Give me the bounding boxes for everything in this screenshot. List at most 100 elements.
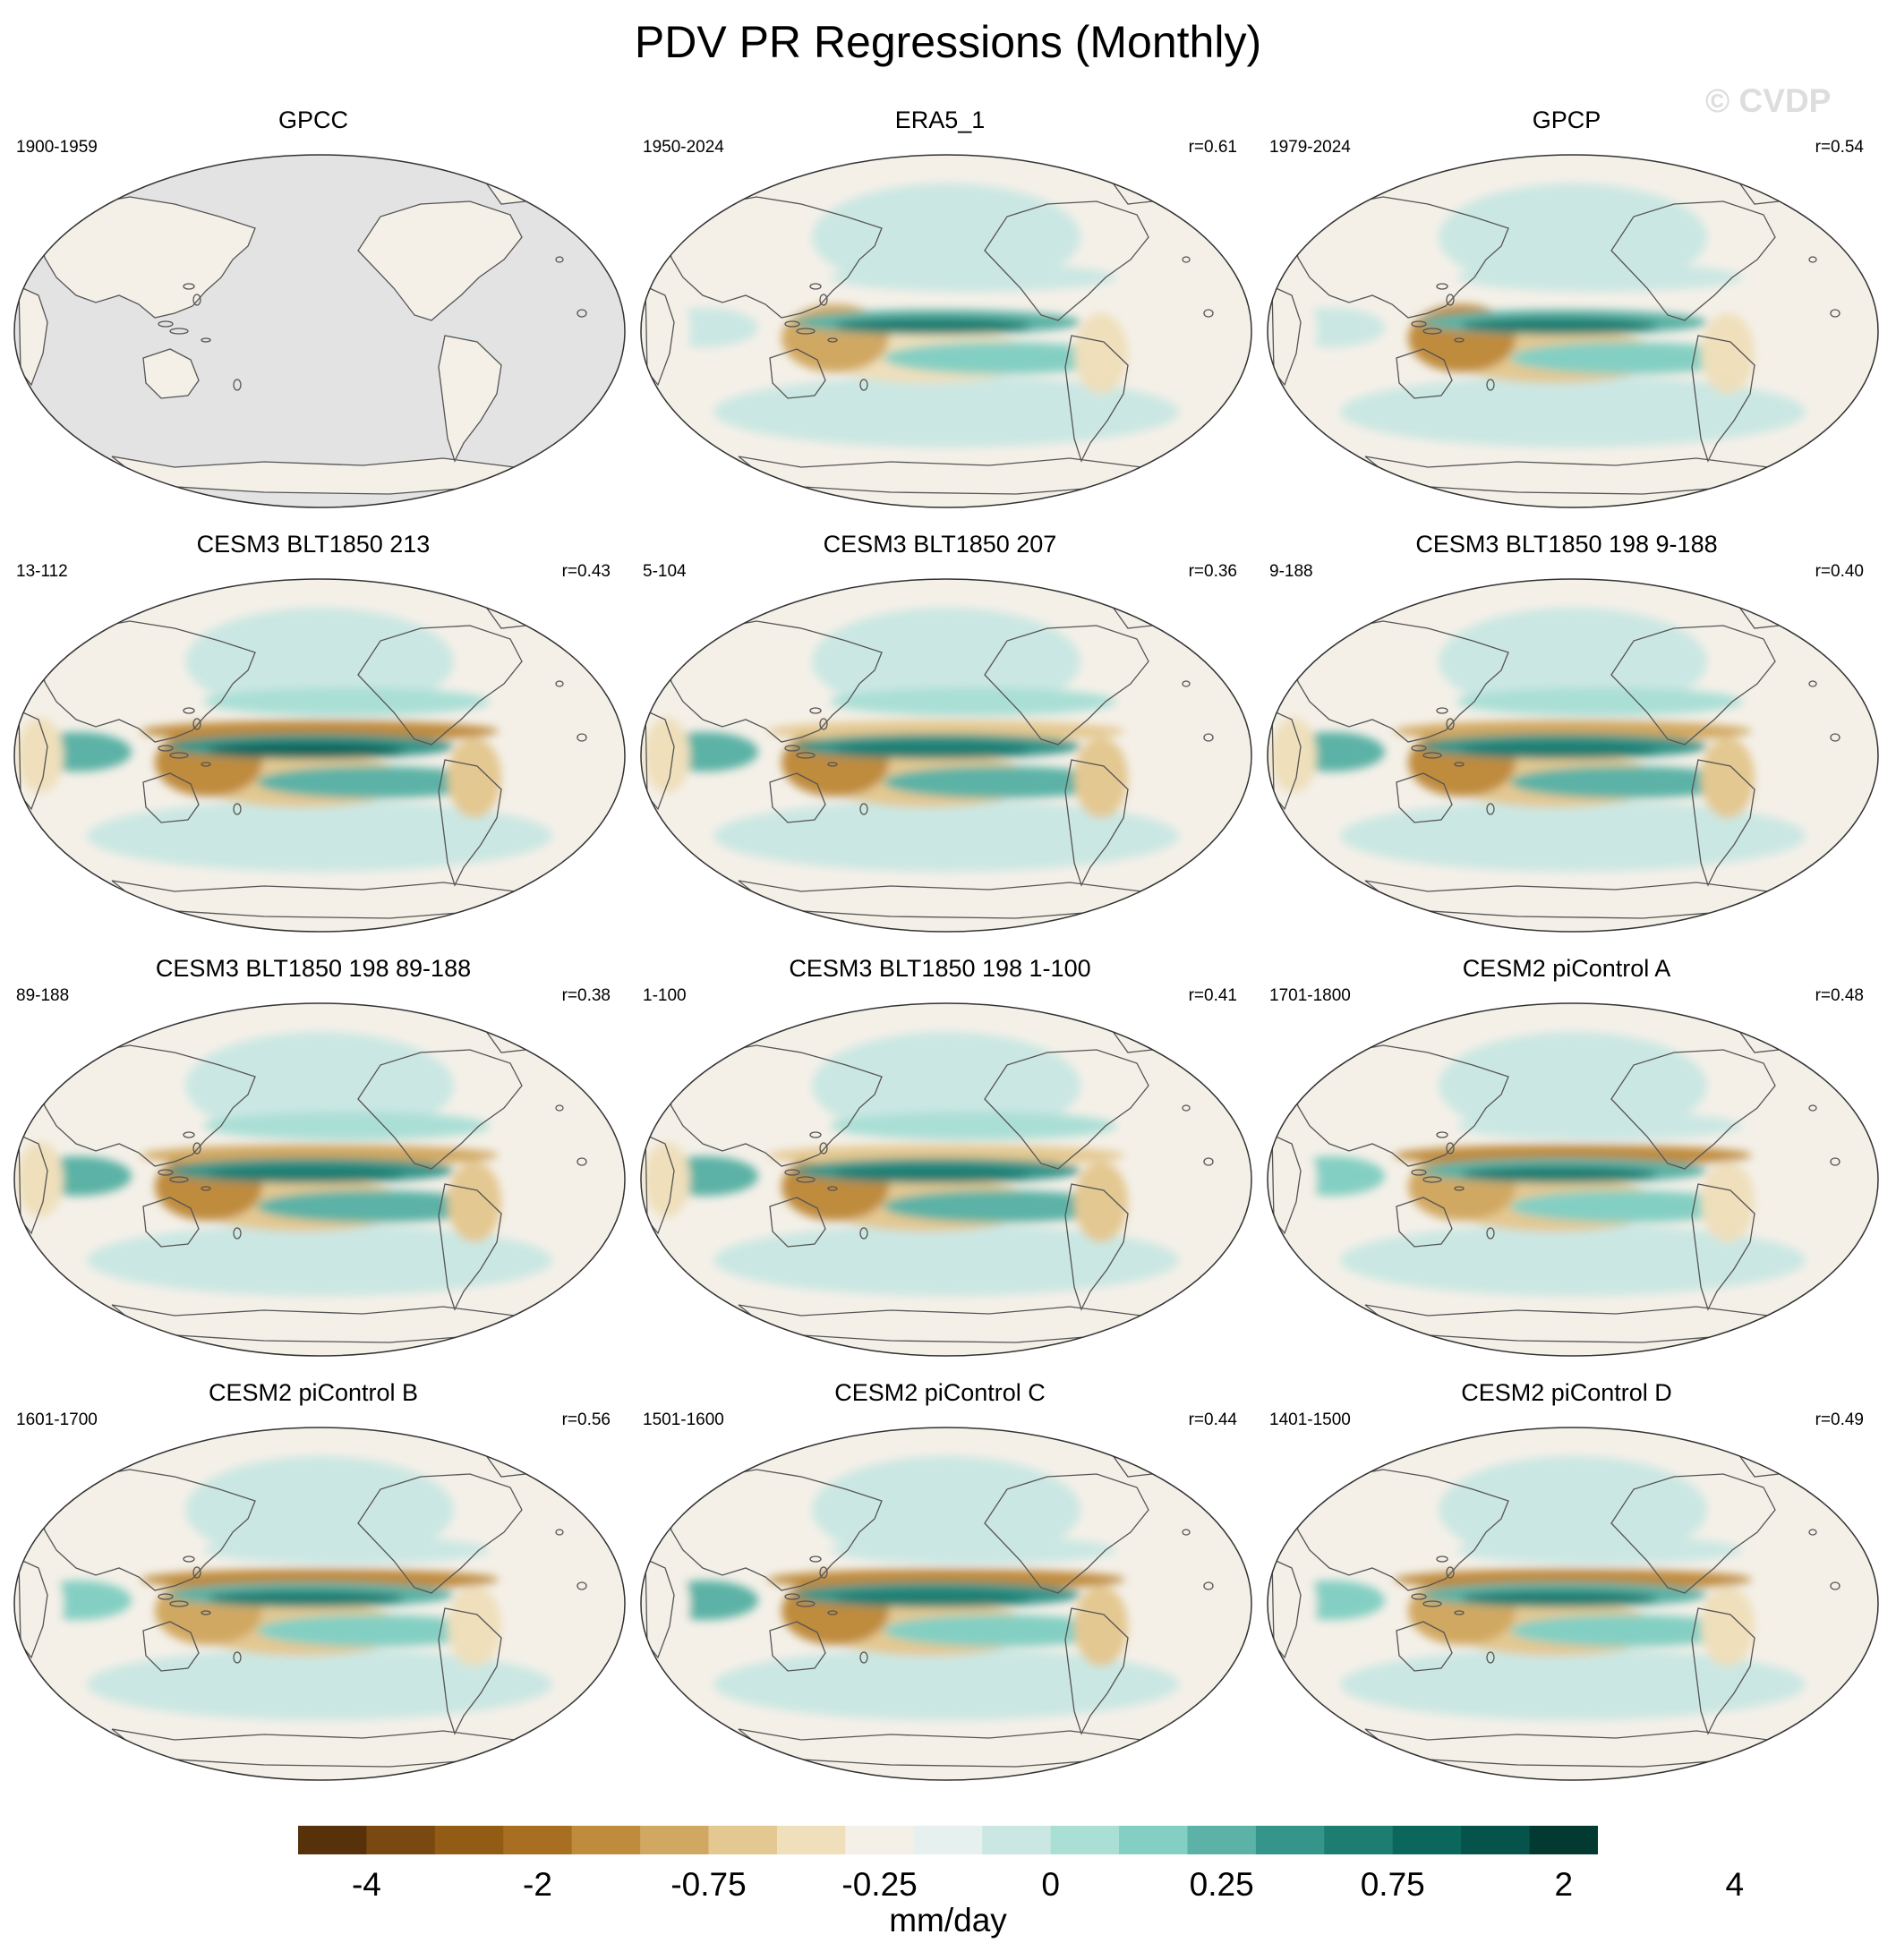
- island-coast-4: [201, 1610, 211, 1615]
- coastline-1: [1396, 348, 1453, 399]
- globe-frame: [13, 1427, 626, 1781]
- coastline-0: [666, 196, 883, 319]
- coastline-0: [39, 1044, 256, 1167]
- panel-title: CESM3 BLT1850 207: [823, 531, 1057, 558]
- regression-map: [1267, 1427, 1879, 1781]
- colorbar-swatch: [1050, 1826, 1120, 1854]
- coastline-3: [984, 200, 1149, 321]
- island-coast-0: [183, 283, 195, 290]
- pacific-core-anomaly: [208, 1166, 405, 1182]
- island-coast-5: [233, 379, 242, 391]
- colorbar-swatch: [845, 1826, 915, 1854]
- colorbar-swatch: [1461, 1826, 1531, 1854]
- coastline-0: [1293, 1044, 1509, 1167]
- colorbar-swatch: [1187, 1826, 1257, 1854]
- coastline-3: [984, 1473, 1149, 1594]
- pacific-north-side-anomaly: [830, 1112, 1116, 1140]
- island-coast-1: [819, 1566, 828, 1579]
- africa-anomaly: [644, 1142, 690, 1217]
- island-coast-0: [809, 707, 822, 714]
- island-coast-3: [169, 752, 189, 759]
- pacific-core-anomaly: [834, 1166, 1031, 1182]
- island-coast-1: [819, 294, 828, 306]
- pacific-southeast-anomaly: [1510, 766, 1743, 798]
- colorbar-swatch: [366, 1826, 436, 1854]
- south-america-anomaly: [448, 1586, 501, 1666]
- panel-years: 9-188: [1269, 562, 1313, 581]
- coastline-3: [1610, 1049, 1776, 1170]
- map-panel: CESM3 BLT1850 198 1-100 1-100 r=0.41: [627, 954, 1253, 1375]
- colorbar-swatch: [503, 1826, 573, 1854]
- coastline-0: [1293, 620, 1509, 743]
- pacific-southeast-anomaly: [884, 766, 1116, 798]
- globe-frame: [1267, 154, 1879, 508]
- figure-title: PDV PR Regressions (Monthly): [634, 17, 1262, 67]
- globe-frame: [640, 154, 1252, 508]
- africa-anomaly: [644, 294, 690, 369]
- island-coast-1: [1446, 1566, 1455, 1579]
- coastline-3: [984, 1049, 1149, 1170]
- coastline-1: [1396, 1621, 1453, 1672]
- island-coast-0: [809, 1131, 822, 1138]
- pacific-north-side-anomaly: [1456, 1536, 1743, 1564]
- panel-title: ERA5_1: [894, 107, 986, 133]
- coastline-0: [1293, 1469, 1509, 1591]
- africa-anomaly: [644, 1566, 690, 1641]
- coastline-4: [1064, 1607, 1129, 1735]
- south-america-anomaly: [448, 737, 501, 818]
- pacific-north-side-anomaly: [203, 1112, 490, 1140]
- africa-anomaly: [1270, 294, 1317, 369]
- island-coast-2: [784, 1593, 800, 1600]
- coastline-4: [1691, 759, 1755, 887]
- panel-title: CESM2 piControl A: [1462, 955, 1671, 982]
- island-coast-3: [169, 1600, 189, 1607]
- africa-anomaly: [1270, 1566, 1317, 1641]
- island-coast-5: [233, 1227, 242, 1240]
- island-coast-3: [1422, 1600, 1442, 1607]
- south-pacific-mid-anomaly: [821, 1671, 1036, 1716]
- island-coast-4: [1454, 337, 1465, 343]
- pacific-core-anomaly: [834, 318, 1031, 334]
- south-pacific-mid-anomaly: [1448, 1671, 1662, 1716]
- pacific-north-side-anomaly: [203, 1536, 490, 1564]
- pacific-southeast-anomaly: [1510, 342, 1743, 374]
- colorbar-swatch: [1529, 1826, 1598, 1854]
- colorbar-tick: 0.75: [1360, 1866, 1425, 1903]
- panel-title: GPCP: [1532, 107, 1601, 133]
- south-america-anomaly: [1074, 1162, 1128, 1242]
- island-coast-1: [192, 294, 201, 306]
- south-pacific-mid-anomaly: [1448, 1247, 1662, 1291]
- regression-map: [13, 1427, 626, 1781]
- island-coast-6: [1830, 1157, 1840, 1166]
- island-coast-1: [192, 1566, 201, 1579]
- island-coast-6: [1203, 1157, 1214, 1166]
- island-coast-7: [1808, 256, 1817, 263]
- coastline-0: [666, 1044, 883, 1167]
- coastline-0: [39, 620, 256, 743]
- coastline-0: [39, 196, 256, 319]
- panel-years: 1601-1700: [16, 1410, 98, 1429]
- coastline-1: [142, 772, 200, 823]
- colorbar-tick: -0.25: [841, 1866, 918, 1903]
- globe-frame: [640, 1002, 1252, 1357]
- panel-pattern-correlation: r=0.40: [1815, 562, 1864, 581]
- panel-title: GPCC: [278, 107, 348, 133]
- island-coast-2: [1411, 745, 1427, 752]
- panel-years: 5-104: [643, 562, 687, 581]
- south-pacific-mid-anomaly: [194, 1247, 409, 1291]
- island-coast-7: [1808, 680, 1817, 687]
- island-coast-7: [1182, 1529, 1191, 1536]
- pacific-southeast-anomaly: [1510, 1615, 1743, 1647]
- colorbar-swatch: [1119, 1826, 1188, 1854]
- globe-frame: [640, 1427, 1252, 1781]
- island-coast-2: [784, 745, 800, 752]
- island-coast-7: [555, 1104, 564, 1112]
- coastline-0: [666, 1469, 883, 1591]
- island-coast-6: [576, 309, 587, 318]
- colorbar-swatch: [571, 1826, 641, 1854]
- island-coast-4: [827, 762, 838, 767]
- island-coast-7: [1182, 680, 1191, 687]
- map-panel: ERA5_1 1950-2024 r=0.61: [627, 106, 1253, 526]
- island-coast-2: [784, 1169, 800, 1176]
- island-coast-4: [827, 337, 838, 343]
